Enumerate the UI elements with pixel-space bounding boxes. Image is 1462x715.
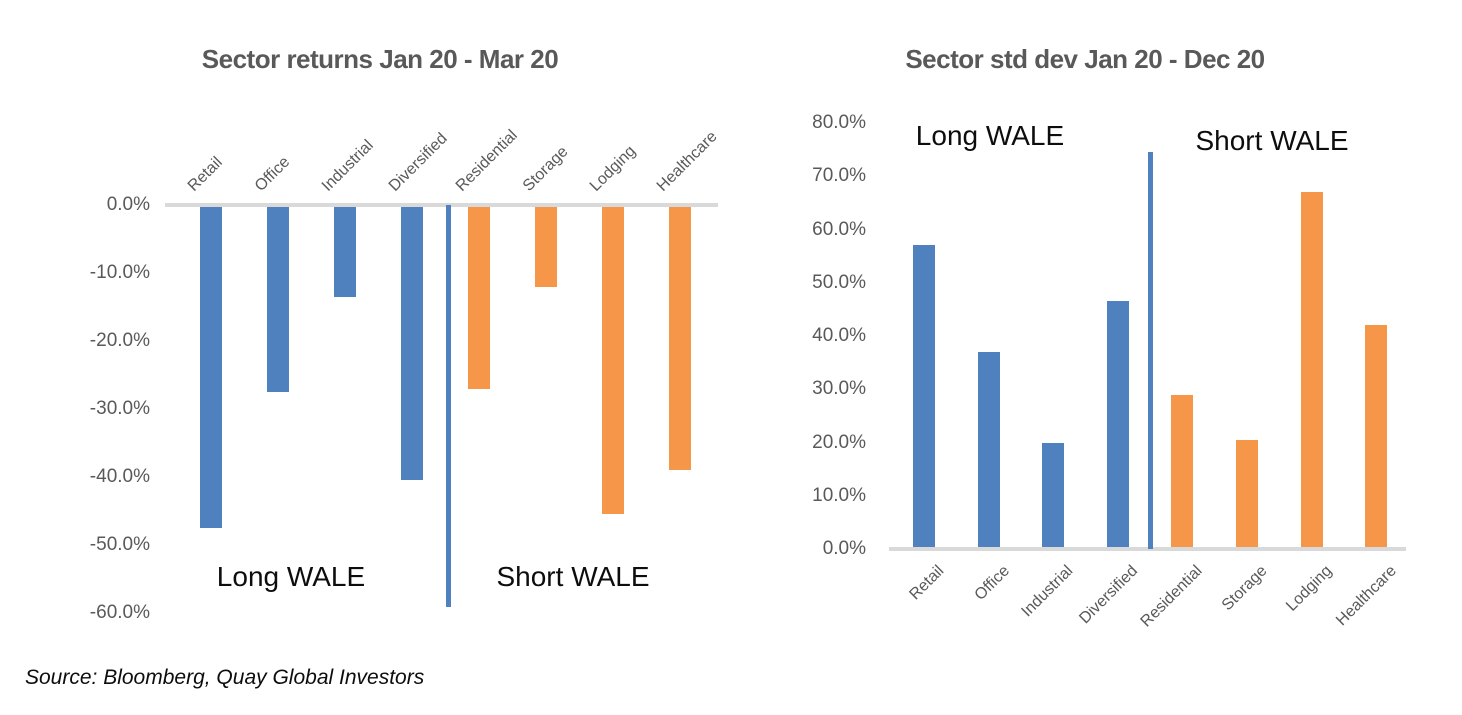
wale-group-divider-line [446, 205, 451, 607]
y-axis-tick-label: 60.0% [812, 218, 866, 240]
bar-storage [535, 205, 557, 287]
y-axis-tick-label: -60.0% [89, 602, 150, 623]
bar-industrial [1042, 442, 1064, 549]
bar-residential [1171, 394, 1193, 549]
bar-healthcare [1365, 325, 1387, 549]
category-label-industrial: Industrial [1018, 562, 1077, 621]
zero-axis-line [165, 203, 718, 207]
y-axis-tick-label: 0.0% [106, 194, 150, 215]
bar-diversified [401, 205, 423, 481]
y-axis-tick-label: -40.0% [89, 466, 150, 487]
y-axis-tick-label: 20.0% [812, 431, 866, 453]
y-axis-tick-label: 80.0% [812, 112, 866, 133]
bar-diversified [1107, 301, 1129, 549]
bar-office [267, 205, 289, 392]
bar-residential [468, 205, 490, 389]
y-axis-tick-label: -10.0% [89, 262, 150, 283]
chart-title: Sector std dev Jan 20 - Dec 20 [905, 44, 1265, 74]
group-label-long-wale: Long WALE [216, 561, 366, 592]
y-axis-tick-label: -50.0% [89, 534, 150, 555]
group-label-short-wale: Short WALE [1195, 125, 1349, 156]
bar-lodging [602, 205, 624, 515]
category-label-storage: Storage [1218, 562, 1271, 615]
bar-industrial [334, 205, 356, 297]
zero-axis-line [889, 547, 1406, 551]
group-label-long-wale: Long WALE [915, 120, 1065, 151]
source-note: Source: Bloomberg, Quay Global Investors [25, 666, 425, 689]
category-label-residential: Residential [1137, 562, 1206, 631]
bar-storage [1236, 439, 1258, 549]
category-label-office: Office [971, 562, 1013, 604]
y-axis-tick-label: 30.0% [812, 378, 866, 400]
category-label-retail: Retail [906, 562, 948, 604]
category-label-lodging: Lodging [1283, 562, 1336, 615]
y-axis-tick-label: 0.0% [822, 538, 866, 559]
y-axis-tick-label: 50.0% [812, 271, 866, 293]
category-label-healthcare: Healthcare [1332, 562, 1400, 630]
chart-title: Sector returns Jan 20 - Mar 20 [201, 44, 559, 74]
y-axis-tick-label: -20.0% [89, 330, 150, 351]
group-label-short-wale: Short WALE [496, 561, 650, 592]
y-axis-tick-label: 10.0% [812, 484, 866, 506]
bar-lodging [1301, 192, 1323, 549]
y-axis-tick-label: 40.0% [812, 325, 866, 346]
category-label-diversified: Diversified [1076, 562, 1142, 628]
bar-retail [200, 205, 222, 528]
wale-group-divider-line [1148, 152, 1153, 549]
bar-office [978, 351, 1000, 549]
y-axis-tick-label: -30.0% [89, 398, 150, 419]
y-axis-tick-label: 70.0% [812, 165, 866, 187]
bar-retail [913, 245, 935, 549]
bar-healthcare [669, 205, 691, 471]
